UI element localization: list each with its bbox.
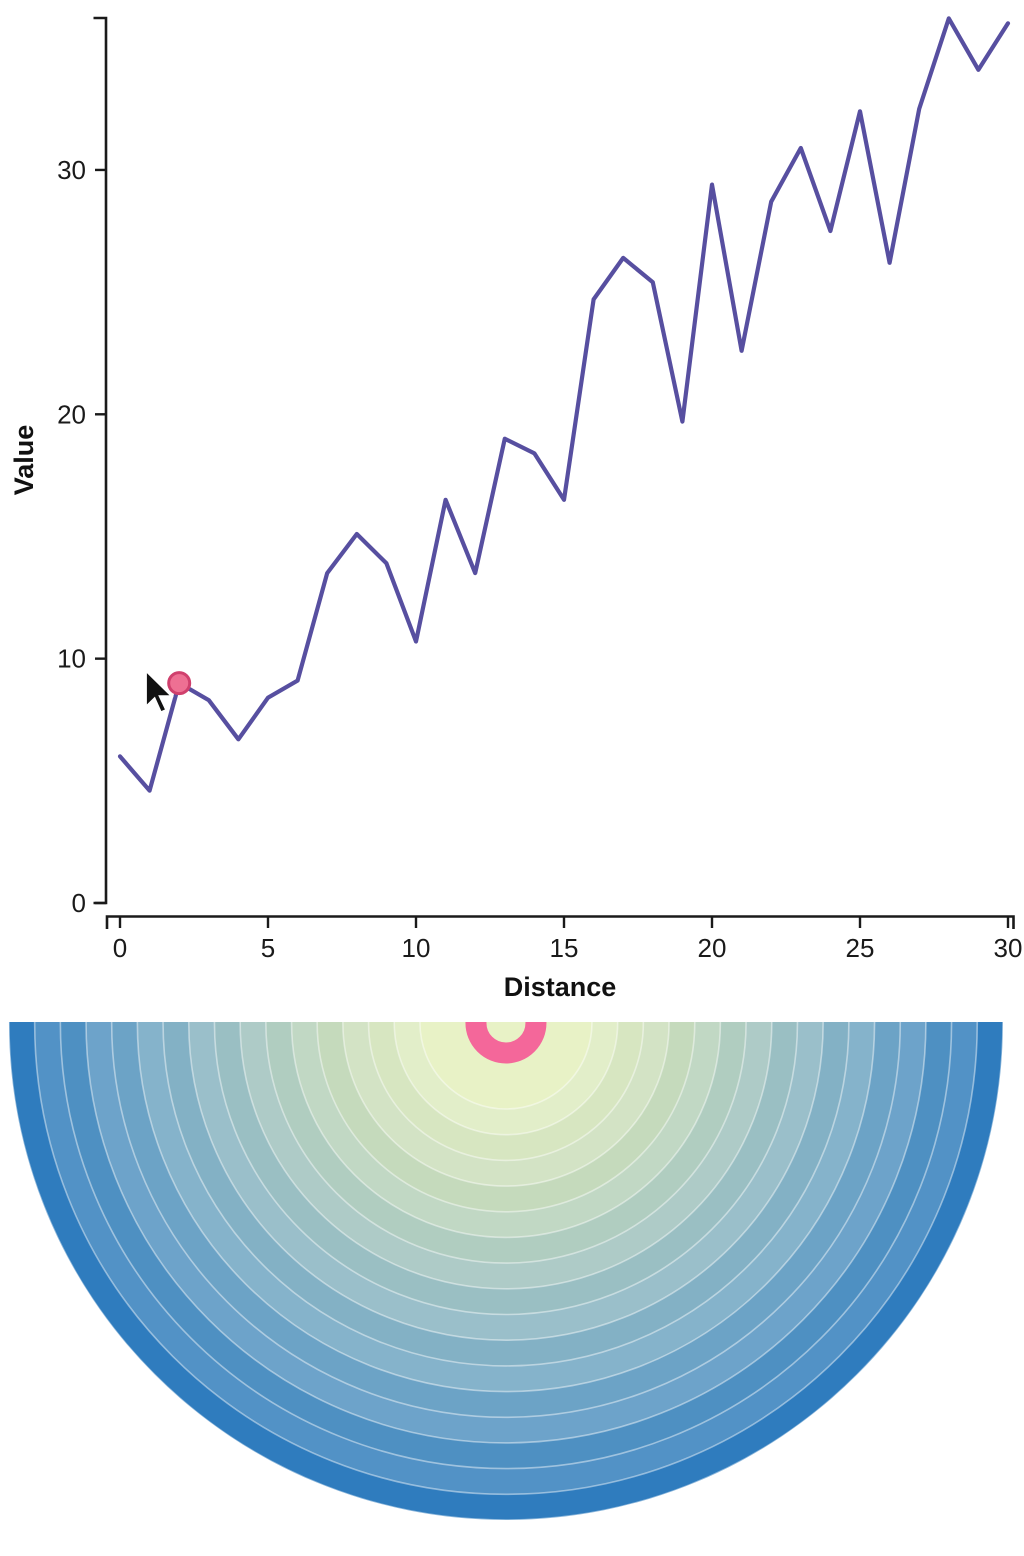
y-tick-label: 20 (57, 399, 86, 429)
highlight-ring[interactable] (465, 1022, 547, 1064)
x-axis-title: Distance (504, 972, 617, 1002)
mouse-cursor-icon (145, 668, 174, 714)
hovered-data-point[interactable] (167, 671, 192, 696)
x-tick-label: 30 (994, 933, 1023, 963)
line-chart-panel: 0 10 20 30 Value 0 5 10 15 20 25 30 Distance (9, 16, 1023, 1002)
x-tick-label: 5 (261, 933, 275, 963)
y-tick-label: 0 (72, 888, 86, 918)
value-line-series[interactable] (117, 16, 1011, 793)
x-tick-label: 0 (113, 933, 127, 963)
y-tick-label: 10 (57, 644, 86, 674)
x-tick-label: 20 (698, 933, 727, 963)
line-chart: 0 10 20 30 Value 0 5 10 15 20 25 30 Distance (9, 16, 1023, 1002)
y-tick-label: 30 (57, 155, 86, 185)
contour-band (419, 1022, 593, 1110)
x-axis: 0 5 10 15 20 25 30 Distance (105, 915, 1023, 1002)
x-tick-label: 25 (846, 933, 875, 963)
contour-plot-panel (0, 1022, 1024, 1556)
y-axis-line (93, 16, 108, 905)
y-axis: 0 10 20 30 Value (9, 16, 108, 918)
contour-rings-chart (8, 1022, 1004, 1521)
x-tick-label: 10 (402, 933, 431, 963)
y-axis-title: Value (9, 425, 39, 496)
x-axis-line (105, 915, 1015, 929)
x-tick-label: 15 (550, 933, 579, 963)
